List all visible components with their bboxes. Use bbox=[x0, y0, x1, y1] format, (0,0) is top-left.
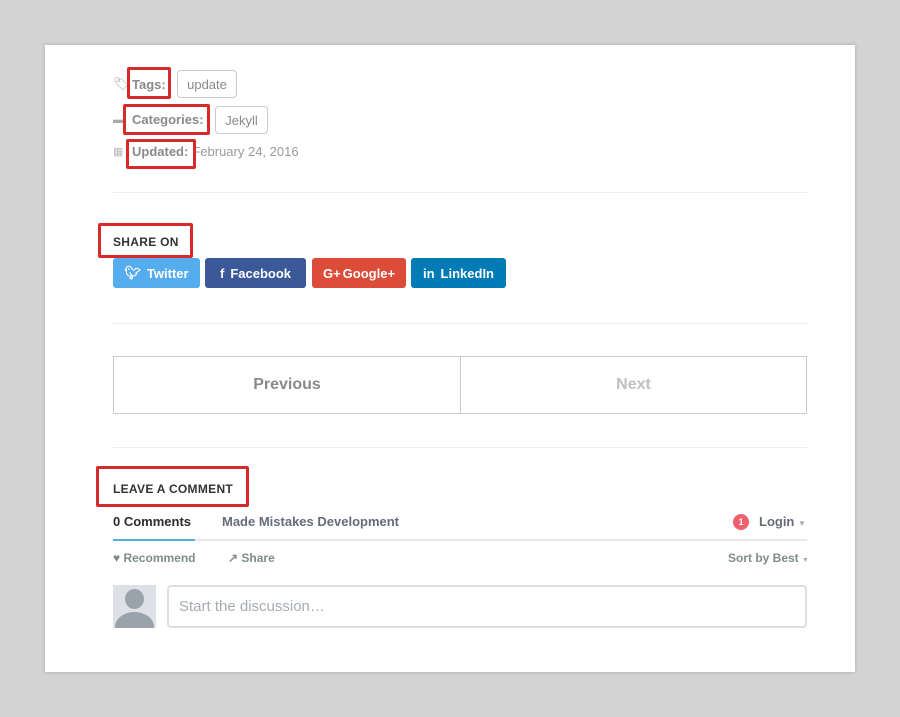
tag-icon: 🏷︎ bbox=[113, 76, 130, 91]
categories-row: ▬ Categories: bbox=[113, 112, 204, 127]
linkedin-button[interactable]: in LinkedIn bbox=[411, 258, 506, 288]
active-tab-indicator bbox=[113, 539, 195, 541]
comment-heading: LEAVE A COMMENT bbox=[113, 482, 234, 496]
facebook-icon: f bbox=[219, 265, 225, 281]
recommend-button[interactable]: ♥ Recommend bbox=[113, 551, 196, 565]
highlight-comment bbox=[96, 466, 249, 507]
divider bbox=[113, 447, 807, 448]
updated-date: February 24, 2016 bbox=[192, 144, 299, 159]
chevron-down-icon: ▼ bbox=[802, 557, 809, 564]
comment-input[interactable]: Start the discussion… bbox=[167, 585, 807, 628]
twitter-icon: 🐦︎ bbox=[124, 265, 141, 280]
divider bbox=[113, 323, 807, 324]
notification-badge[interactable]: 1 bbox=[733, 514, 749, 530]
avatar-head-icon bbox=[125, 589, 144, 609]
google-plus-button[interactable]: G+ Google+ bbox=[312, 258, 406, 288]
tab-comments[interactable]: 0 Comments bbox=[113, 514, 192, 529]
recommend-label: Recommend bbox=[123, 551, 196, 565]
linkedin-label: LinkedIn bbox=[440, 265, 494, 281]
post-footer-card bbox=[45, 45, 855, 672]
linkedin-icon: in bbox=[422, 265, 435, 281]
facebook-button[interactable]: f Facebook bbox=[205, 258, 306, 288]
next-button[interactable]: Next bbox=[460, 356, 807, 414]
heart-icon: ♥ bbox=[113, 551, 121, 565]
tab-bar-line bbox=[113, 539, 807, 541]
avatar bbox=[113, 585, 156, 628]
highlight-tags bbox=[127, 67, 171, 99]
share-thread-button[interactable]: ↗ Share bbox=[228, 551, 275, 565]
updated-row: ▦ Updated: February 24, 2016 bbox=[113, 144, 299, 159]
sort-label: Sort by Best bbox=[728, 551, 799, 565]
share-icon: ↗ bbox=[228, 551, 239, 565]
highlight-updated bbox=[126, 139, 196, 169]
tag-badge[interactable]: update bbox=[177, 70, 237, 98]
twitter-label: Twitter bbox=[146, 265, 189, 281]
share-heading: SHARE ON bbox=[113, 235, 179, 249]
tags-row: 🏷︎ Tags: bbox=[113, 76, 166, 92]
previous-button[interactable]: Previous bbox=[113, 356, 461, 414]
google-plus-label: Google+ bbox=[342, 265, 396, 281]
google-plus-icon: G+ bbox=[322, 265, 341, 281]
divider bbox=[113, 192, 807, 193]
avatar-body-icon bbox=[115, 612, 154, 628]
sort-dropdown[interactable]: Sort by Best ▼ bbox=[728, 551, 809, 565]
highlight-categories bbox=[123, 104, 210, 135]
facebook-label: Facebook bbox=[230, 265, 292, 281]
calendar-icon: ▦ bbox=[113, 146, 124, 158]
updated-label: Updated: bbox=[132, 144, 189, 159]
login-button[interactable]: Login ▼ bbox=[759, 514, 806, 529]
tags-label: Tags: bbox=[132, 76, 166, 92]
categories-label: Categories: bbox=[132, 112, 204, 127]
highlight-share bbox=[98, 223, 193, 258]
twitter-button[interactable]: 🐦︎ Twitter bbox=[113, 258, 200, 288]
chevron-down-icon: ▼ bbox=[798, 519, 806, 528]
share-label: Share bbox=[241, 551, 275, 565]
login-label: Login bbox=[759, 514, 795, 529]
folder-icon: ▬ bbox=[113, 113, 124, 126]
category-badge[interactable]: Jekyll bbox=[215, 106, 268, 134]
tab-community[interactable]: Made Mistakes Development bbox=[222, 514, 400, 529]
